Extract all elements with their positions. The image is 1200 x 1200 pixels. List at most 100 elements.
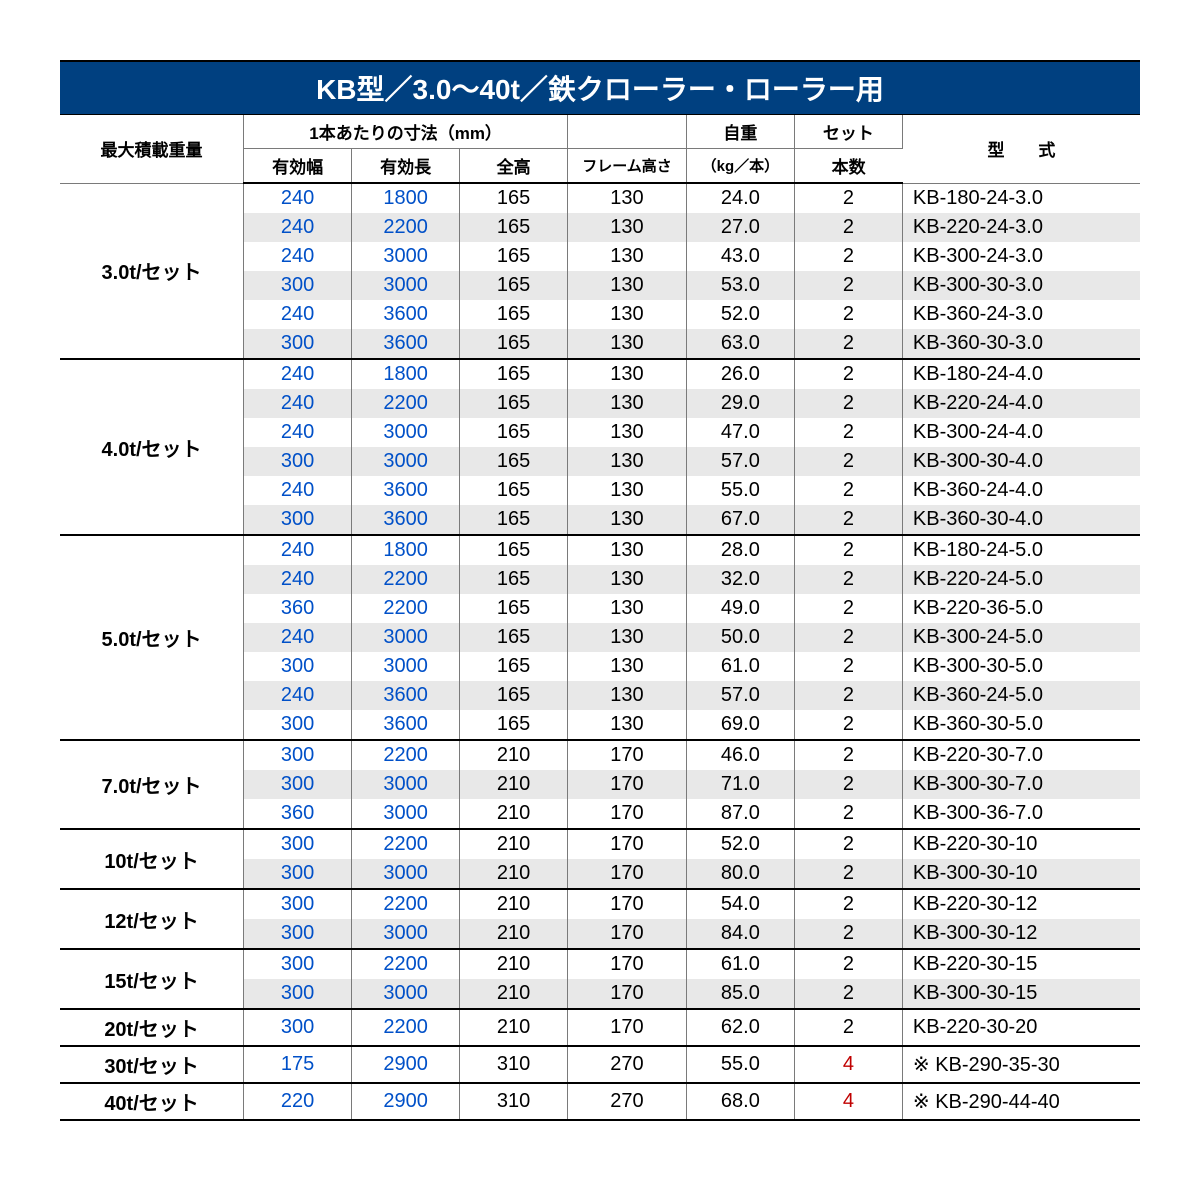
data-cell: 2200 <box>352 389 460 418</box>
data-cell: 130 <box>568 300 687 329</box>
data-cell: 210 <box>460 919 568 949</box>
data-cell: 3000 <box>352 418 460 447</box>
data-cell: 240 <box>244 300 352 329</box>
data-cell: 130 <box>568 535 687 565</box>
data-cell: 240 <box>244 242 352 271</box>
data-cell: 165 <box>460 329 568 359</box>
data-cell: 3000 <box>352 859 460 889</box>
data-cell: 210 <box>460 889 568 919</box>
data-cell: 130 <box>568 447 687 476</box>
data-cell: 3600 <box>352 329 460 359</box>
data-cell: 130 <box>568 710 687 740</box>
data-cell: 300 <box>244 740 352 770</box>
data-cell: 43.0 <box>686 242 794 271</box>
category-cell: 5.0t/セット <box>60 535 244 740</box>
data-cell: 3600 <box>352 710 460 740</box>
data-cell: 300 <box>244 919 352 949</box>
data-cell: 240 <box>244 389 352 418</box>
table-row: 7.0t/セット300220021017046.02KB-220-30-7.0 <box>60 740 1140 770</box>
category-cell: 20t/セット <box>60 1009 244 1046</box>
data-cell: KB-180-24-4.0 <box>902 359 1140 389</box>
data-cell: 2 <box>794 710 902 740</box>
data-cell: 3000 <box>352 799 460 829</box>
data-cell: KB-300-30-5.0 <box>902 652 1140 681</box>
table-row: 15t/セット300220021017061.02KB-220-30-15 <box>60 949 1140 979</box>
data-cell: 165 <box>460 242 568 271</box>
data-cell: 71.0 <box>686 770 794 799</box>
data-cell: 27.0 <box>686 213 794 242</box>
hdr-max-load: 最大積載重量 <box>60 115 244 184</box>
data-cell: 46.0 <box>686 740 794 770</box>
data-cell: 2 <box>794 623 902 652</box>
data-cell: 4 <box>794 1083 902 1120</box>
data-cell: 240 <box>244 418 352 447</box>
data-cell: 300 <box>244 505 352 535</box>
data-cell: 170 <box>568 799 687 829</box>
data-cell: 300 <box>244 652 352 681</box>
data-cell: KB-360-24-4.0 <box>902 476 1140 505</box>
data-cell: KB-360-30-3.0 <box>902 329 1140 359</box>
data-cell: 63.0 <box>686 329 794 359</box>
data-cell: KB-220-24-3.0 <box>902 213 1140 242</box>
data-cell: 2 <box>794 418 902 447</box>
data-cell: 270 <box>568 1083 687 1120</box>
data-cell: ※ KB-290-44-40 <box>902 1083 1140 1120</box>
table-title: KB型／3.0～40t／鉄クローラー・ローラー用 <box>60 61 1140 115</box>
data-cell: 210 <box>460 829 568 859</box>
data-cell: 300 <box>244 710 352 740</box>
data-cell: 2 <box>794 799 902 829</box>
data-cell: 130 <box>568 359 687 389</box>
category-cell: 10t/セット <box>60 829 244 889</box>
data-cell: 130 <box>568 476 687 505</box>
category-cell: 7.0t/セット <box>60 740 244 829</box>
data-cell: 165 <box>460 710 568 740</box>
data-cell: 310 <box>460 1046 568 1083</box>
data-cell: 130 <box>568 389 687 418</box>
data-cell: 300 <box>244 770 352 799</box>
data-cell: 220 <box>244 1083 352 1120</box>
data-cell: 210 <box>460 770 568 799</box>
data-cell: 49.0 <box>686 594 794 623</box>
data-cell: 2 <box>794 594 902 623</box>
data-cell: 130 <box>568 418 687 447</box>
category-cell: 40t/セット <box>60 1083 244 1120</box>
data-cell: 2 <box>794 859 902 889</box>
data-cell: 165 <box>460 476 568 505</box>
data-cell: 130 <box>568 623 687 652</box>
data-cell: 165 <box>460 183 568 213</box>
data-cell: 50.0 <box>686 623 794 652</box>
data-cell: 2 <box>794 535 902 565</box>
data-cell: 130 <box>568 594 687 623</box>
data-cell: KB-300-36-7.0 <box>902 799 1140 829</box>
data-cell: 2 <box>794 889 902 919</box>
hdr-length: 有効長 <box>352 149 460 184</box>
data-cell: 2200 <box>352 565 460 594</box>
data-cell: 2900 <box>352 1083 460 1120</box>
data-cell: KB-300-30-7.0 <box>902 770 1140 799</box>
data-cell: KB-180-24-3.0 <box>902 183 1140 213</box>
data-cell: 210 <box>460 949 568 979</box>
data-cell: 2 <box>794 359 902 389</box>
data-cell: 2 <box>794 770 902 799</box>
data-cell: KB-360-30-5.0 <box>902 710 1140 740</box>
data-cell: 2 <box>794 242 902 271</box>
data-cell: 1800 <box>352 359 460 389</box>
data-cell: 170 <box>568 1009 687 1046</box>
data-cell: 54.0 <box>686 889 794 919</box>
data-cell: 165 <box>460 418 568 447</box>
data-cell: 87.0 <box>686 799 794 829</box>
data-cell: 3600 <box>352 681 460 710</box>
data-cell: 130 <box>568 505 687 535</box>
data-cell: 2200 <box>352 829 460 859</box>
table-row: 40t/セット220290031027068.04※ KB-290-44-40 <box>60 1083 1140 1120</box>
data-cell: KB-300-30-12 <box>902 919 1140 949</box>
category-cell: 15t/セット <box>60 949 244 1009</box>
hdr-frame-h: フレーム高さ <box>568 149 687 184</box>
data-cell: 300 <box>244 829 352 859</box>
data-cell: 2 <box>794 740 902 770</box>
data-cell: 68.0 <box>686 1083 794 1120</box>
data-cell: 2 <box>794 213 902 242</box>
data-cell: 360 <box>244 594 352 623</box>
data-cell: 2 <box>794 652 902 681</box>
data-cell: 310 <box>460 1083 568 1120</box>
